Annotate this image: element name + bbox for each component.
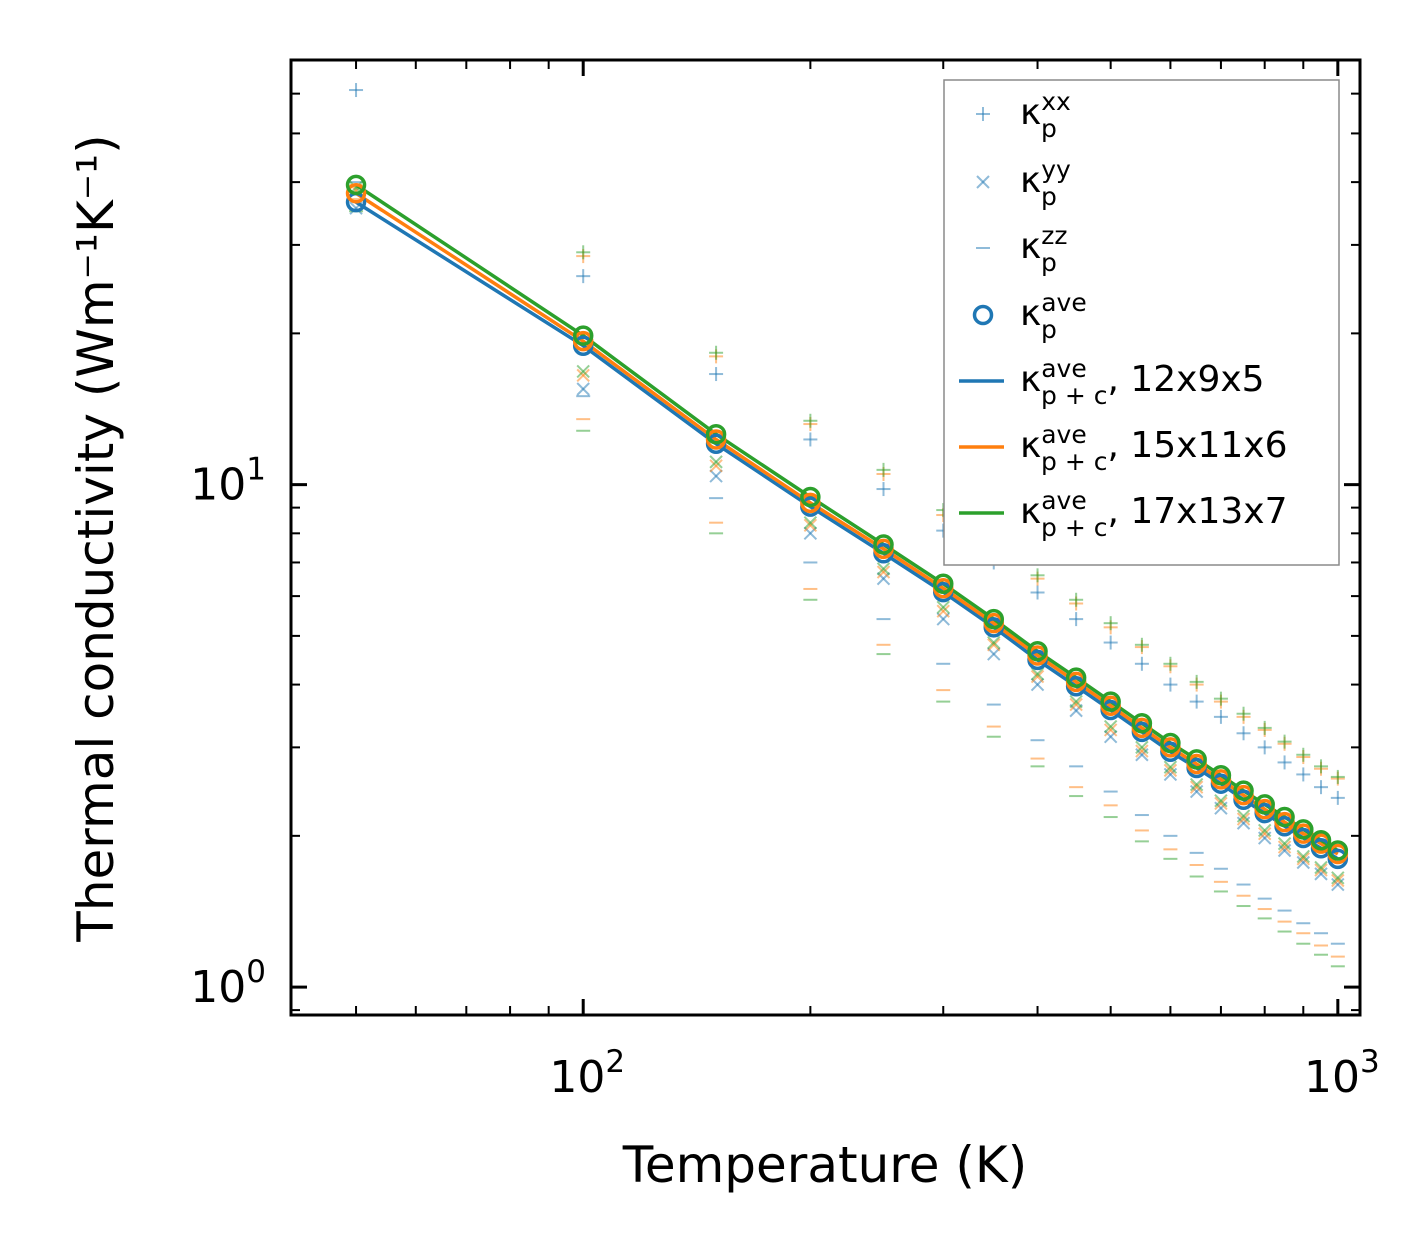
kyy-marker: [1296, 855, 1311, 870]
kave-marker: [1327, 840, 1349, 861]
kyy-marker: [876, 562, 891, 576]
axis-ticks: [291, 60, 1360, 1015]
x-tick-label: 103: [1304, 1044, 1380, 1103]
kyy-marker: [576, 382, 590, 396]
kyy-marker: [1257, 823, 1272, 838]
kave-marker: [1254, 794, 1275, 815]
kave-marker: [705, 423, 727, 445]
kyy-marker: [987, 635, 1001, 650]
kyy-marker: [1103, 723, 1118, 737]
data-markers: [349, 60, 1345, 968]
kyy-marker: [1163, 763, 1178, 778]
legend-label: κave p + c, 12x9x5: [1020, 354, 1265, 410]
kave-marker: [1160, 732, 1181, 754]
legend-item: κave p: [972, 288, 1087, 344]
kyy-marker: [1277, 836, 1292, 851]
kave-marker: [345, 174, 367, 196]
kyy-marker: [803, 518, 818, 533]
kyy-marker: [1069, 694, 1083, 709]
kave-marker: [1233, 780, 1254, 801]
legend-item: κyy p: [976, 155, 1071, 211]
tick-labels: 102 103 100 101: [190, 452, 1379, 1103]
kave-marker: [572, 325, 594, 346]
kyy-marker: [1189, 777, 1204, 792]
kyy-marker: [1314, 860, 1328, 875]
legend-item: κave p + c, 15x11x6: [959, 420, 1288, 476]
kyy-marker: [709, 469, 723, 483]
legend-label: κave p + c, 17x13x7: [1020, 486, 1288, 542]
x-tick-label: 102: [549, 1044, 625, 1103]
kyy-marker: [1214, 793, 1228, 808]
legend-label: κxx p: [1020, 87, 1071, 143]
kyy-marker: [987, 638, 1001, 652]
kyy-marker: [1296, 852, 1311, 866]
kyy-marker: [709, 455, 723, 469]
kave-marker: [1100, 691, 1121, 712]
kyy-marker: [1069, 697, 1083, 712]
kave-marker: [983, 608, 1005, 630]
kave-marker: [1131, 713, 1153, 734]
y-tick-label: 101: [190, 452, 266, 511]
x-axis-label: Temperature (K): [622, 1136, 1027, 1194]
y-axis-label: Thermal conductivity (Wm⁻¹K⁻¹): [67, 134, 125, 942]
kave-marker: [1186, 749, 1207, 770]
kyy-marker: [1331, 873, 1345, 888]
legend-label: κave p: [1020, 288, 1087, 344]
kave-marker: [873, 534, 894, 555]
kyy-marker: [1030, 669, 1045, 684]
legend-handle-kyy: [976, 175, 990, 189]
kave-marker: [1027, 641, 1048, 662]
kyy-marker: [1163, 760, 1178, 774]
y-tick-label: 100: [190, 954, 266, 1013]
kave-marker: [1274, 806, 1295, 828]
kyy-marker: [1189, 780, 1204, 794]
kyy-marker: [1331, 871, 1345, 885]
kyy-marker: [709, 459, 723, 473]
kyy-marker: [1257, 826, 1272, 841]
kyy-marker: [1135, 740, 1149, 755]
kave-marker: [1210, 765, 1232, 786]
kyy-marker: [1314, 867, 1328, 881]
average-markers: [345, 174, 1349, 870]
kyy-marker: [1277, 840, 1292, 854]
legend-label: κzz p: [1020, 221, 1067, 277]
kave-marker: [345, 183, 367, 204]
legend-item: κzz p: [976, 221, 1067, 277]
kyy-marker: [1103, 719, 1118, 734]
kyy-marker: [803, 515, 818, 530]
kyy-marker: [876, 565, 891, 579]
legend-label: κave p + c, 15x11x6: [1020, 420, 1288, 476]
plot-frame: [289, 58, 1362, 1017]
kave-marker: [1293, 819, 1314, 840]
legend-handle-kave: [972, 304, 994, 326]
kave-marker: [1065, 667, 1087, 688]
legend: κxx p κyy p κzz p κave p κave p + c, 12x9x5 κave p …: [943, 79, 1340, 566]
legend-item: κave p + c, 17x13x7: [959, 486, 1288, 542]
legend-item: κave p + c, 12x9x5: [959, 354, 1265, 410]
kyy-marker: [1236, 809, 1251, 823]
kyy-marker: [1030, 667, 1045, 681]
kyy-marker: [1236, 812, 1251, 826]
kyy-marker: [1135, 744, 1149, 758]
kave-marker: [932, 573, 954, 594]
kyy-marker: [1296, 849, 1311, 864]
kave-marker: [800, 492, 821, 514]
kyy-marker: [936, 604, 950, 618]
kyy-marker: [1314, 863, 1328, 877]
legend-box: [943, 79, 1340, 566]
kyy-marker: [1214, 796, 1228, 811]
kyy-marker: [936, 600, 950, 615]
legend-label: κyy p: [1020, 155, 1071, 211]
kyy-marker: [576, 364, 590, 379]
kyy-marker: [576, 368, 590, 383]
kave-marker: [800, 486, 821, 508]
kave-marker: [1310, 830, 1332, 851]
legend-item: κxx p: [976, 87, 1071, 143]
